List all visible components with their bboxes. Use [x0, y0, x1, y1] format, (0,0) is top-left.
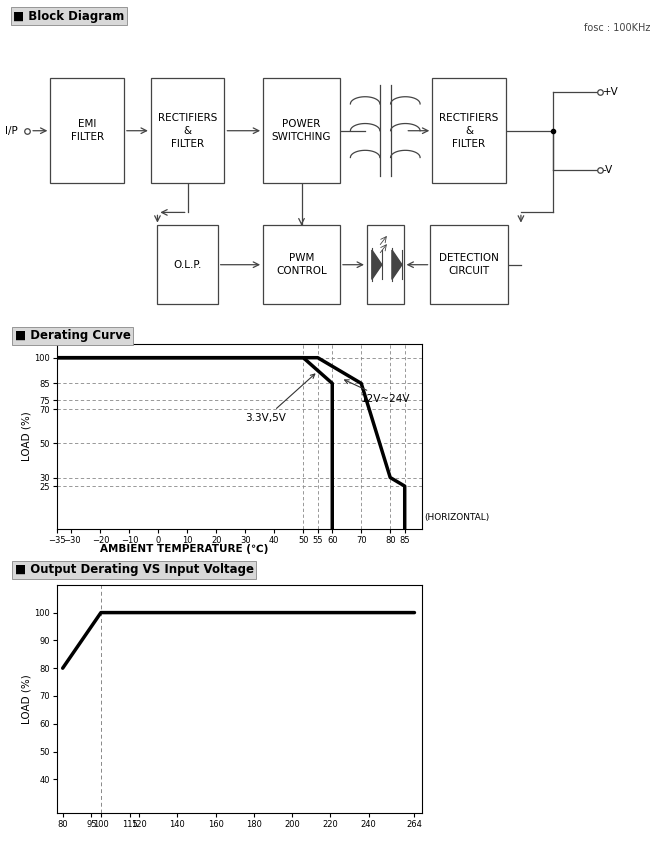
Polygon shape: [372, 250, 382, 280]
Bar: [367, 225, 403, 304]
Text: POWER
SWITCHING: POWER SWITCHING: [272, 120, 331, 142]
Text: PWM
CONTROL: PWM CONTROL: [276, 254, 327, 276]
Bar: [151, 78, 224, 183]
Text: I/P: I/P: [5, 126, 18, 136]
Bar: [50, 78, 124, 183]
Text: (HORIZONTAL): (HORIZONTAL): [424, 513, 489, 521]
Text: fosc : 100KHz: fosc : 100KHz: [584, 23, 650, 33]
Text: RECTIFIERS
&
FILTER: RECTIFIERS & FILTER: [440, 113, 498, 149]
Text: ■ Derating Curve: ■ Derating Curve: [15, 329, 131, 342]
Y-axis label: LOAD (%): LOAD (%): [21, 412, 31, 461]
Text: O.L.P.: O.L.P.: [174, 260, 202, 270]
Y-axis label: LOAD (%): LOAD (%): [21, 674, 31, 723]
Text: AMBIENT TEMPERATURE (℃): AMBIENT TEMPERATURE (℃): [100, 544, 269, 554]
Bar: [432, 78, 506, 183]
Text: DETECTION
CIRCUIT: DETECTION CIRCUIT: [439, 254, 499, 276]
Bar: [263, 78, 340, 183]
Bar: [157, 225, 218, 304]
Bar: [263, 225, 340, 304]
Bar: [430, 225, 508, 304]
Text: EMI
FILTER: EMI FILTER: [70, 120, 104, 142]
Text: ■ Output Derating VS Input Voltage: ■ Output Derating VS Input Voltage: [15, 563, 254, 576]
Text: +V: +V: [603, 87, 619, 96]
Text: RECTIFIERS
&
FILTER: RECTIFIERS & FILTER: [158, 113, 217, 149]
Text: ■ Block Diagram: ■ Block Diagram: [13, 9, 125, 23]
Polygon shape: [392, 250, 402, 280]
Text: 12V~24V: 12V~24V: [344, 380, 411, 404]
Text: 3.3V,5V: 3.3V,5V: [245, 374, 315, 423]
Text: -V: -V: [603, 165, 613, 175]
